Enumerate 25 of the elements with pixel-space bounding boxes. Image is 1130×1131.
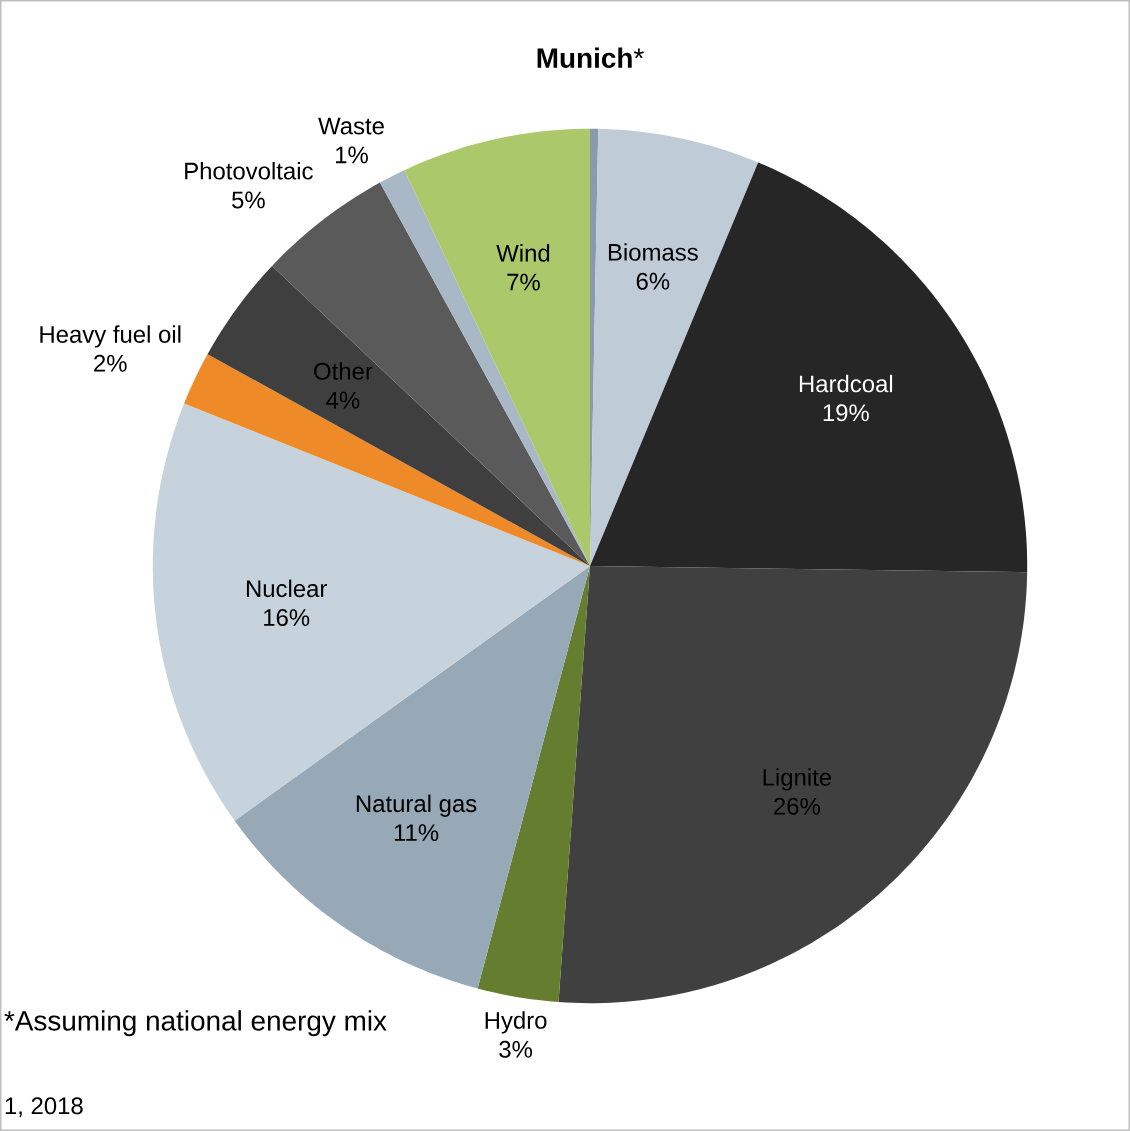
data-label: 3%: [499, 1040, 533, 1058]
chart-title: Munich*: [537, 47, 644, 69]
slice-label: Lignite: [763, 768, 832, 791]
slice-label: Hardcoal: [799, 374, 893, 393]
text: 1, 2018: [5, 1097, 83, 1118]
slice-label: Photovoltaic: [185, 161, 313, 180]
slice-label: Biomass: [608, 243, 698, 261]
slice-label: Natural gas: [356, 794, 477, 817]
slice-label: Nuclear: [246, 579, 327, 598]
slice-label: Heavy fuel oil: [40, 325, 181, 348]
slice-label: Other: [314, 362, 373, 380]
slice-label: Hydro: [485, 1011, 547, 1034]
data-label: 5%: [232, 191, 265, 209]
data-label: 26%: [774, 797, 820, 815]
data-label: 2%: [94, 354, 127, 372]
data-label: 11%: [394, 824, 439, 841]
data-label: 4%: [326, 391, 360, 409]
data-label: 16%: [264, 609, 310, 627]
text: *Assuming national energy mix: [4, 1010, 387, 1037]
slice-label: Wind: [496, 244, 550, 262]
data-label: 19%: [823, 404, 869, 422]
data-label: 1%: [336, 146, 368, 164]
slice-label: Waste: [318, 117, 384, 135]
data-label: 6%: [636, 272, 670, 290]
data-label: 7%: [507, 273, 540, 291]
